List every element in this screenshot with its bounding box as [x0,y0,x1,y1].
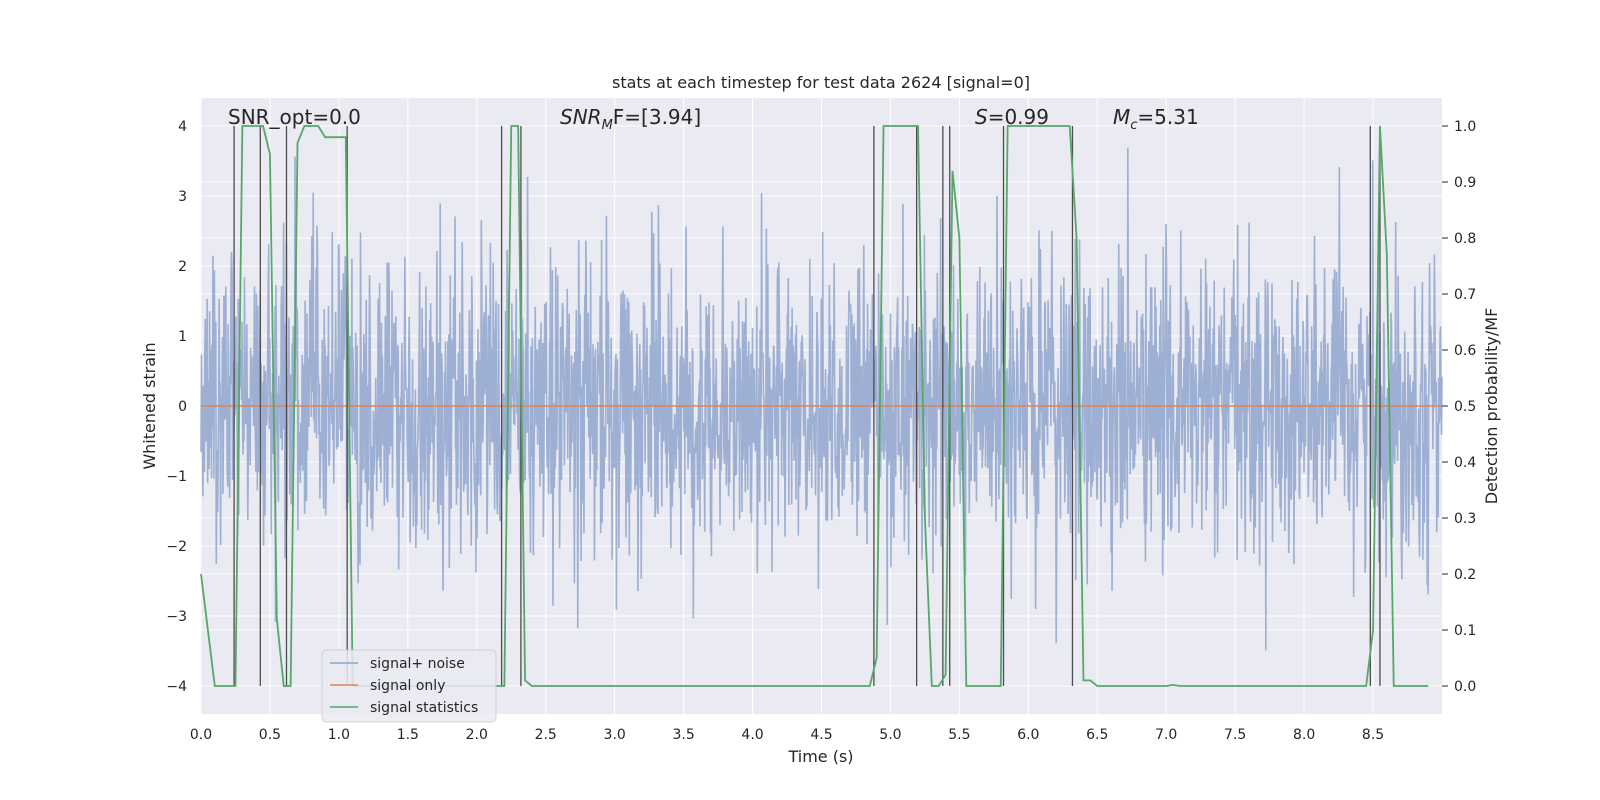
y-right-tick-2: 0.8 [1454,231,1476,247]
legend-label-statistics: signal statistics [370,700,478,716]
y-left-tick-1: 3 [178,189,187,205]
y-left-tick-6: −2 [166,539,187,555]
y-right-tick-7: 0.3 [1454,511,1476,527]
x-tick-12: 6.0 [1017,727,1039,743]
y-right-tick-0: 1.0 [1454,119,1476,135]
statistics-path [200,125,1429,687]
y-right-axis-label: Detection probability/MF [1482,308,1501,505]
x-tick-14: 7.0 [1155,727,1177,743]
y-right-tick-4: 0.6 [1454,343,1476,359]
y-right-tick-labels: 1.0 0.9 0.8 0.7 0.6 0.5 0.4 0.3 0.2 0.1 0.0 [1442,119,1476,695]
chart-title: stats at each timestep for test data 262… [612,73,1030,92]
legend-box [321,649,497,723]
x-tick-0: 0.0 [190,727,212,743]
x-tick-13: 6.5 [1086,727,1108,743]
legend-label-noise: signal+ noise [370,656,465,672]
x-tick-16: 8.0 [1293,727,1315,743]
x-tick-3: 1.5 [397,727,419,743]
x-tick-8: 4.0 [741,727,763,743]
y-right-tick-6: 0.4 [1454,455,1476,471]
x-tick-9: 4.5 [810,727,832,743]
y-left-tick-2: 2 [178,259,187,275]
annotation-s: S=0.99 [975,105,1049,129]
y-right-tick-8: 0.2 [1454,567,1476,583]
noise-path [200,147,1443,651]
x-tick-10: 5.0 [879,727,901,743]
x-tick-7: 3.5 [672,727,694,743]
x-tick-5: 2.5 [535,727,557,743]
x-tick-17: 8.5 [1362,727,1384,743]
x-tick-11: 5.5 [948,727,970,743]
annotation-snr-mf: SNRMF=[3.94] [560,105,701,133]
y-left-tick-7: −3 [166,609,187,625]
y-left-tick-4: 0 [178,399,187,415]
legend-label-signal-only: signal only [370,678,445,694]
y-left-tick-labels: 4 3 2 1 0 −1 −2 −3 −4 [166,119,187,695]
y-left-tick-0: 4 [178,119,187,135]
x-tick-labels: 0.0 0.5 1.0 1.5 2.0 2.5 3.0 3.5 4.0 4.5 5.0 5.5 6.0 6… [190,727,1384,743]
y-left-axis-label: Whitened strain [140,342,159,469]
annotation-mc: Mc=5.31 [1113,105,1199,133]
annotation-snr-opt: SNR_opt=0.0 [228,105,361,129]
legend: signal+ noise signal only signal statist… [321,649,497,723]
trigger-vlines [233,126,1381,686]
y-left-tick-8: −4 [166,679,187,695]
y-left-tick-3: 1 [178,329,187,345]
y-left-tick-5: −1 [166,469,187,485]
x-tick-2: 1.0 [328,727,350,743]
statistics-line [200,125,1429,687]
x-tick-4: 2.0 [466,727,488,743]
y-right-tick-10: 0.0 [1454,679,1476,695]
y-right-tick-1: 0.9 [1454,175,1476,191]
x-axis-label: Time (s) [787,747,853,766]
noise-trace [200,147,1443,651]
y-right-tick-5: 0.5 [1454,399,1476,415]
y-right-tick-3: 0.7 [1454,287,1476,303]
y-right-tick-9: 0.1 [1454,623,1476,639]
x-tick-6: 3.0 [604,727,626,743]
x-tick-15: 7.5 [1224,727,1246,743]
x-tick-1: 0.5 [259,727,281,743]
